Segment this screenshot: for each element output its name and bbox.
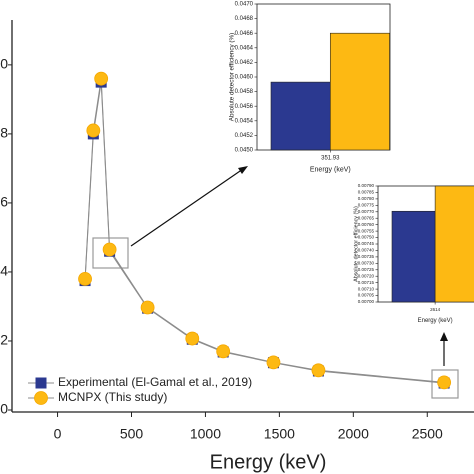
y-tick-label: 0.00785 — [358, 190, 375, 195]
highlight-box — [431, 369, 459, 399]
y-tick-label: 0.00720 — [358, 273, 375, 278]
y-tick-label: 0.0458 — [235, 89, 254, 95]
y-tick-label: 0.00755 — [358, 228, 375, 233]
marker — [437, 375, 452, 390]
y-tick-label: 0.0454 — [235, 118, 254, 124]
y-tick-label: 0.00750 — [358, 235, 375, 240]
y-tick-label: 0.0468 — [235, 16, 254, 22]
marker — [102, 242, 117, 257]
x-tick-label: 0 — [54, 426, 62, 442]
arrow-head — [238, 166, 248, 174]
y-tick-label: 4 — [0, 263, 8, 279]
legend-label: Experimental (El-Gamal et al., 2019) — [58, 375, 252, 389]
y-tick-label: 0.00780 — [358, 196, 375, 201]
bar — [391, 210, 436, 303]
y-tick-label: 0.0452 — [235, 133, 254, 139]
highlight-box — [92, 237, 129, 269]
marker — [311, 363, 326, 378]
x-tick-label: 1500 — [264, 426, 295, 442]
y-tick-label: 8 — [0, 125, 8, 141]
x-axis-title: Energy (keV) — [210, 451, 327, 473]
y-tick-label: 0.00730 — [358, 261, 375, 266]
marker — [185, 331, 200, 346]
y-tick-label: 0.00775 — [358, 203, 375, 208]
x-tick-label: 500 — [120, 426, 144, 442]
marker — [86, 123, 101, 138]
x-tick-label: 1000 — [190, 426, 221, 442]
y-tick-label: 6 — [0, 194, 8, 210]
x-tick-label: 351.93 — [321, 156, 340, 162]
marker — [34, 391, 48, 405]
bar — [270, 81, 331, 151]
arrow — [130, 168, 244, 247]
y-tick-label: 0.00765 — [358, 215, 375, 220]
y-tick-label: 0.0456 — [235, 104, 254, 110]
y-tick-label: 0.00725 — [358, 267, 375, 272]
y-tick-label: 0.00705 — [358, 293, 375, 298]
y-tick-label: 0.0460 — [235, 75, 254, 81]
bar — [329, 32, 390, 151]
y-tick-label: 0.00740 — [358, 248, 375, 253]
y-tick-label: 0.00710 — [358, 286, 375, 291]
x-tick-label: 2614 — [430, 307, 441, 312]
marker — [140, 300, 155, 315]
y-tick-label: 0.00715 — [358, 280, 375, 285]
legend-label: MCNPX (This study) — [58, 390, 167, 404]
y-tick-label: 0.0464 — [235, 45, 254, 51]
y-tick-label: 0.00770 — [358, 209, 375, 214]
series-line — [84, 78, 445, 383]
x-axis-title: Energy (keV) — [418, 318, 453, 324]
y-tick-label: 0.00760 — [358, 222, 375, 227]
y-tick-label: 0.0462 — [235, 60, 254, 66]
x-tick-label: 2000 — [338, 426, 369, 442]
y-tick-label: 0.00790 — [358, 183, 375, 188]
marker — [216, 344, 231, 359]
y-tick-label: 0 — [0, 401, 8, 417]
y-tick-label: 0.0470 — [235, 2, 254, 8]
y-tick-label: 2 — [0, 332, 8, 348]
marker — [35, 377, 47, 389]
marker — [266, 355, 281, 370]
y-tick-label: 0.0450 — [235, 148, 254, 154]
x-tick-label: 2500 — [412, 426, 443, 442]
bar — [434, 185, 474, 303]
y-axis-title: Absolute detector efficiency (%) — [229, 33, 236, 121]
y-tick-label: 0.00735 — [358, 254, 375, 259]
series-line — [84, 82, 445, 384]
y-tick-label: 0.0466 — [235, 31, 254, 37]
y-tick-label: 10 — [0, 56, 8, 72]
marker — [94, 71, 109, 86]
arrow-head — [440, 332, 448, 341]
marker — [78, 271, 92, 286]
y-axis-title: Absolute detector efficiency (%) — [353, 206, 359, 282]
x-axis-title: Energy (keV) — [310, 167, 351, 174]
y-tick-label: 0.00745 — [358, 241, 375, 246]
y-tick-label: 0.00700 — [358, 299, 375, 304]
